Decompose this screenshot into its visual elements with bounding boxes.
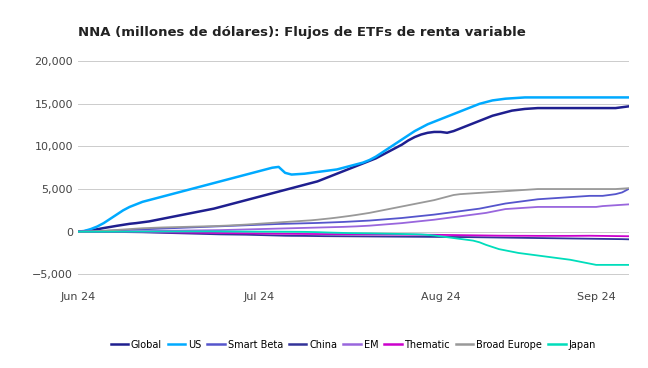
China [540,236,548,240]
EM [495,208,503,213]
EM [100,229,108,234]
Japan [100,230,108,234]
China [74,229,82,234]
Broad Europe [495,190,503,194]
China [495,235,503,240]
Line: China: China [78,231,629,239]
China [132,230,140,234]
Thematic [495,233,503,238]
US [495,98,503,102]
US [521,95,529,100]
US [547,95,555,100]
Text: NNA (millones de dólares): Flujos de ETFs de renta variable: NNA (millones de dólares): Flujos de ETF… [78,26,526,39]
US [132,202,140,206]
Smart Beta [625,187,632,191]
Thematic [74,229,82,234]
Japan [625,263,632,267]
China [100,230,108,234]
US [340,166,347,170]
Smart Beta [132,227,140,232]
Japan [592,263,600,267]
Thematic [340,232,347,236]
Smart Beta [540,197,548,201]
Smart Beta [87,229,95,234]
Global [87,228,95,233]
Global [74,229,82,234]
Global [625,104,632,109]
Broad Europe [74,229,82,234]
China [625,237,632,241]
Line: US: US [78,98,629,231]
Thematic [132,230,140,234]
Smart Beta [100,229,108,233]
Smart Beta [340,220,347,224]
Broad Europe [340,215,347,219]
Global [495,112,503,116]
Line: Thematic: Thematic [78,231,629,236]
Smart Beta [74,229,82,234]
China [340,234,347,238]
EM [74,229,82,234]
EM [132,229,140,233]
Japan [502,248,509,252]
Japan [74,229,82,234]
Broad Europe [87,229,95,234]
EM [540,205,548,209]
EM [340,225,347,229]
US [625,95,632,100]
Thematic [100,230,108,234]
Broad Europe [540,187,548,191]
Japan [547,255,555,259]
Japan [203,229,211,234]
EM [87,229,95,234]
Line: EM: EM [78,204,629,231]
Legend: Global, US, Smart Beta, China, EM, Thematic, Broad Europe, Japan: Global, US, Smart Beta, China, EM, Thema… [107,336,599,353]
Japan [87,230,95,234]
Line: Japan: Japan [78,231,629,265]
Thematic [625,234,632,238]
Broad Europe [625,186,632,190]
Line: Global: Global [78,106,629,231]
Japan [132,230,140,234]
US [100,221,108,225]
EM [625,202,632,206]
Line: Broad Europe: Broad Europe [78,188,629,231]
Global [100,226,108,230]
US [74,229,82,234]
Global [132,221,140,225]
Broad Europe [100,229,108,233]
Thematic [87,230,95,234]
Global [340,169,347,173]
Smart Beta [495,203,503,207]
Line: Smart Beta: Smart Beta [78,189,629,231]
US [87,227,95,231]
China [87,230,95,234]
Global [540,106,548,110]
Japan [346,231,354,235]
Thematic [540,234,548,238]
Broad Europe [132,226,140,231]
